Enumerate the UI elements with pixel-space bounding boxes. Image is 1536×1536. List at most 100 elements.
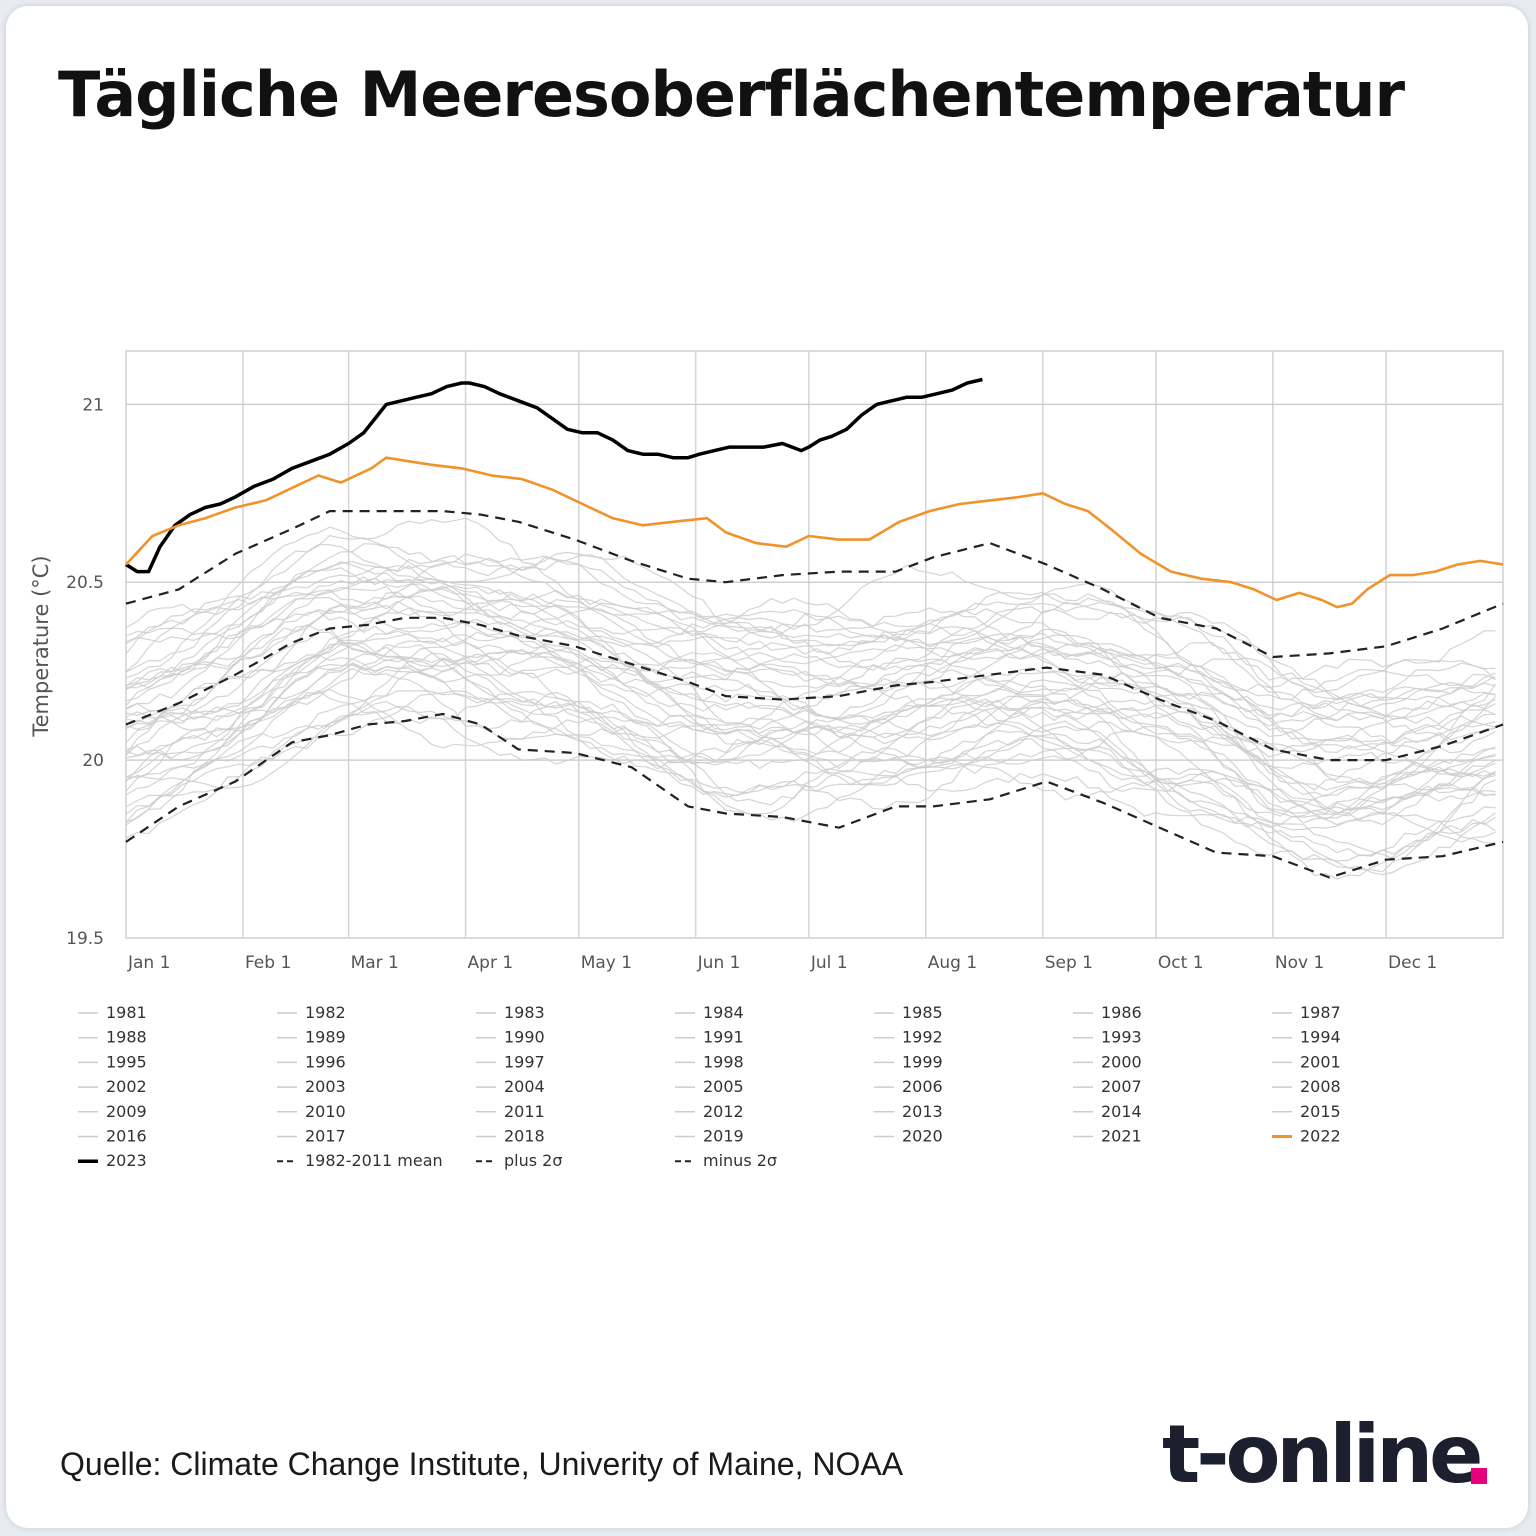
legend-label: 2014 xyxy=(1101,1102,1142,1121)
legend-label: 2013 xyxy=(902,1102,943,1121)
legend-label: 1981 xyxy=(106,1003,147,1022)
x-tick-label: May 1 xyxy=(581,953,632,973)
series-1982-2011-mean xyxy=(125,616,1504,762)
series-1983 xyxy=(125,701,1496,880)
y-tick-label: 20.5 xyxy=(66,573,104,593)
legend-label: minus 2σ xyxy=(703,1151,777,1170)
series-1985 xyxy=(125,690,1496,862)
legend-label: 1987 xyxy=(1300,1003,1341,1022)
x-tick-label: Jun 1 xyxy=(697,953,741,973)
series-2017 xyxy=(125,534,1496,694)
legend-label: 1995 xyxy=(106,1052,147,1071)
series-1998 xyxy=(125,643,1496,798)
y-tick-label: 21 xyxy=(82,395,104,415)
legend-label: 1998 xyxy=(703,1052,744,1071)
series-1982 xyxy=(125,690,1496,876)
legend-label: 2011 xyxy=(504,1102,545,1121)
series-1989 xyxy=(125,689,1496,843)
series-2001 xyxy=(125,628,1496,791)
series-2019 xyxy=(125,554,1496,720)
series-2015 xyxy=(125,543,1496,701)
legend-label: 2007 xyxy=(1101,1077,1142,1096)
x-tick-label: Oct 1 xyxy=(1158,953,1204,973)
x-tick-label: Sep 1 xyxy=(1045,953,1093,973)
legend-label: 2008 xyxy=(1300,1077,1341,1096)
legend-label: 2004 xyxy=(504,1077,545,1096)
legend-label: 1990 xyxy=(504,1028,545,1047)
x-tick-label: Mar 1 xyxy=(351,953,399,973)
legend-label: 2017 xyxy=(305,1127,346,1146)
legend-label: 2000 xyxy=(1101,1052,1142,1071)
series-2007 xyxy=(125,585,1496,742)
legend-label: 2005 xyxy=(703,1077,744,1096)
series-1992 xyxy=(125,643,1496,815)
series-1990 xyxy=(125,656,1496,828)
logo-dot-icon xyxy=(1471,1468,1487,1484)
legend-label: 2002 xyxy=(106,1077,147,1096)
x-tick-label: Dec 1 xyxy=(1388,953,1437,973)
legend-label: 1994 xyxy=(1300,1028,1341,1047)
legend-label: 2003 xyxy=(305,1077,346,1096)
legend-label: 2012 xyxy=(703,1102,744,1121)
legend-label: 1985 xyxy=(902,1003,943,1022)
series-1986 xyxy=(125,667,1496,860)
legend-label: 2010 xyxy=(305,1102,346,1121)
legend-label: 2015 xyxy=(1300,1102,1341,1121)
series-plus-2- xyxy=(125,510,1504,659)
x-tick-label: Jul 1 xyxy=(810,953,848,973)
legend-label: 2023 xyxy=(106,1151,147,1170)
series-2021 xyxy=(125,517,1496,692)
series-2004 xyxy=(125,585,1496,790)
legend-label: 1982-2011 mean xyxy=(305,1151,443,1170)
series-1987 xyxy=(125,652,1496,873)
legend-label: 1992 xyxy=(902,1028,943,1047)
chart-card: Tägliche Meeresoberflächentemperatur Jan… xyxy=(6,6,1528,1528)
x-tick-label: Nov 1 xyxy=(1275,953,1324,973)
series-2011 xyxy=(125,588,1496,725)
legend-label: 1982 xyxy=(305,1003,346,1022)
legend-label: 2018 xyxy=(504,1127,545,1146)
series-minus-2- xyxy=(125,712,1504,879)
legend-label: 1991 xyxy=(703,1028,744,1047)
legend-label: 2009 xyxy=(106,1102,147,1121)
legend-label: 1989 xyxy=(305,1028,346,1047)
legend-label: 2019 xyxy=(703,1127,744,1146)
series-2014 xyxy=(125,565,1496,710)
series-1994 xyxy=(125,649,1496,821)
legend-label: 2016 xyxy=(106,1127,147,1146)
series-2023 xyxy=(125,377,983,574)
y-tick-label: 20 xyxy=(82,751,104,771)
legend-label: 1993 xyxy=(1101,1028,1142,1047)
series-2018 xyxy=(125,555,1496,707)
legend-label: 2022 xyxy=(1300,1127,1341,1146)
legend-label: 1986 xyxy=(1101,1003,1142,1022)
legend-label: 1997 xyxy=(504,1052,545,1071)
page-title: Tägliche Meeresoberflächentemperatur xyxy=(58,58,1405,131)
brand-logo: t-online xyxy=(1162,1408,1483,1501)
legend-label: 2006 xyxy=(902,1077,943,1096)
legend-label: 1996 xyxy=(305,1052,346,1071)
legend-label: 1999 xyxy=(902,1052,943,1071)
series-2016 xyxy=(125,556,1496,721)
y-tick-label: 19.5 xyxy=(66,929,104,949)
legend-label: plus 2σ xyxy=(504,1151,562,1170)
source-note: Quelle: Climate Change Institute, Univer… xyxy=(60,1446,904,1482)
legend-label: 1988 xyxy=(106,1028,147,1047)
legend-label: 2020 xyxy=(902,1127,943,1146)
legend-label: 2001 xyxy=(1300,1052,1341,1071)
legend-label: 2021 xyxy=(1101,1127,1142,1146)
series-1993 xyxy=(125,653,1496,817)
series-2022 xyxy=(125,456,1504,609)
series-2002 xyxy=(125,624,1496,776)
sst-line-chart: Jan 1 Feb 1 Mar 1 Apr 1 May 1 Jun 1 Jul 1 Aug 1… xyxy=(29,350,1504,1170)
x-tick-label: Feb 1 xyxy=(245,953,291,973)
series-2020 xyxy=(125,543,1496,700)
x-tick-label: Jan 1 xyxy=(127,953,170,973)
legend-label: 1984 xyxy=(703,1003,744,1022)
x-tick-label: Aug 1 xyxy=(928,953,977,973)
legend-label: 1983 xyxy=(504,1003,545,1022)
y-axis-label: Temperature (°C) xyxy=(29,555,53,737)
x-tick-label: Apr 1 xyxy=(468,953,514,973)
series-1995 xyxy=(125,647,1496,817)
series-2005 xyxy=(125,593,1496,791)
